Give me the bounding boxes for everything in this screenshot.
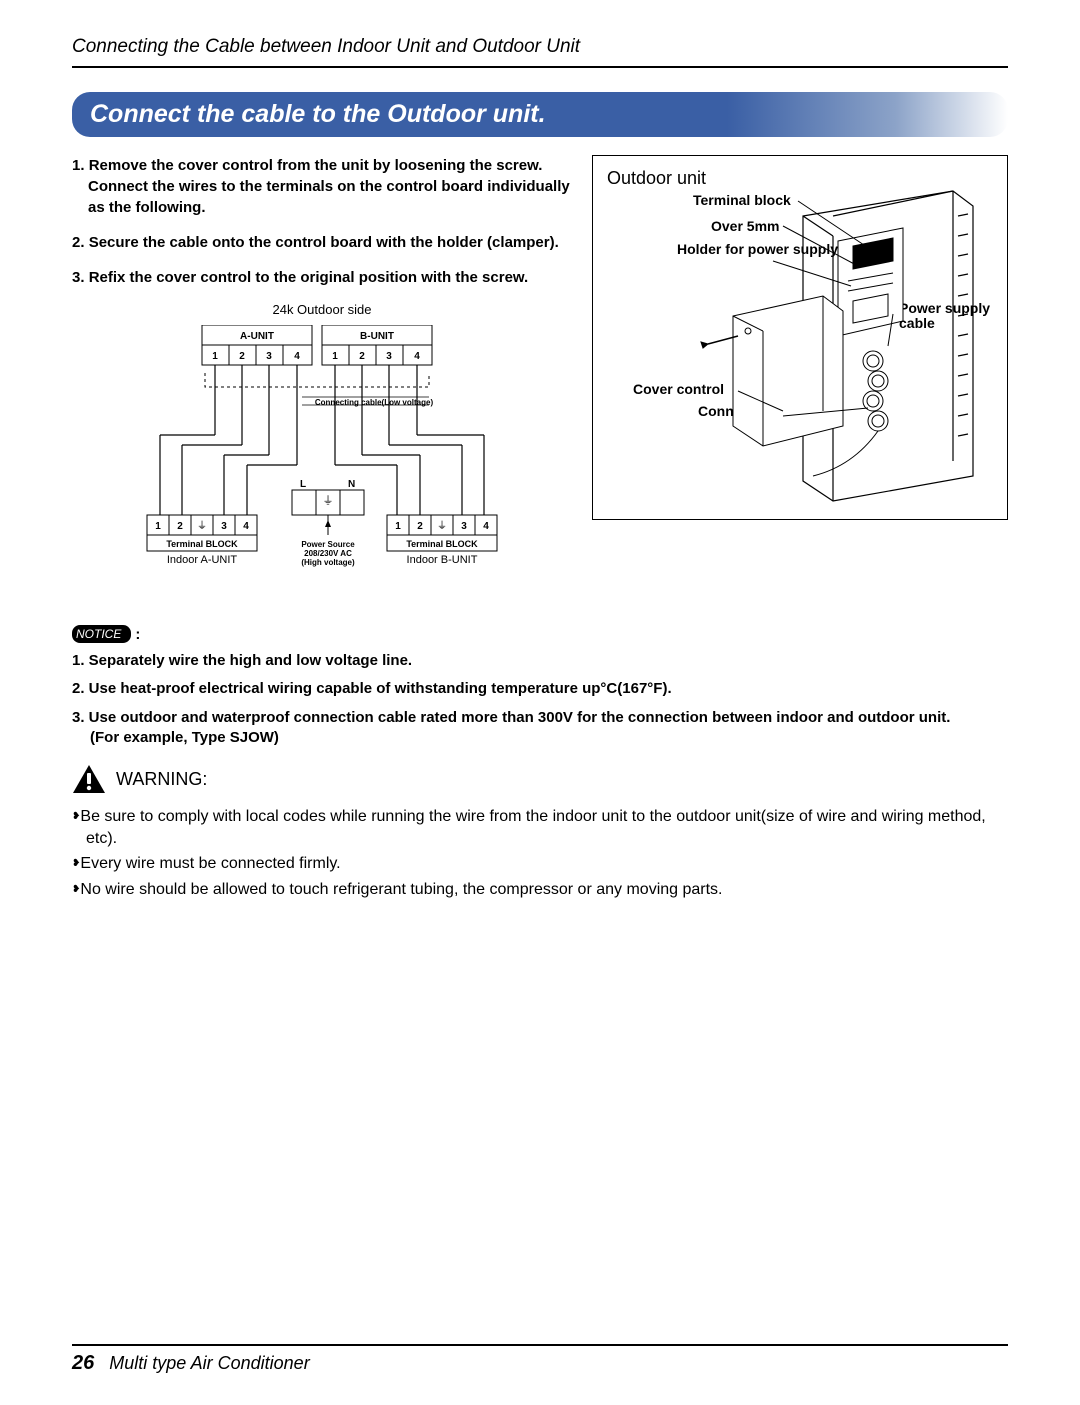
warning-icon xyxy=(72,764,106,794)
warning-row: WARNING: xyxy=(72,764,1008,794)
step-num: 2. xyxy=(72,234,85,251)
bullet-icon: ❥ xyxy=(72,884,80,895)
steps-column: 1. Remove the cover control from the uni… xyxy=(72,155,572,575)
top-cols-b: 1 2 3 4 xyxy=(322,345,432,365)
svg-text:(High voltage): (High voltage) xyxy=(301,558,355,567)
warning-label: WARNING: xyxy=(116,769,207,790)
header-title: Connecting the Cable between Indoor Unit… xyxy=(72,36,1008,58)
svg-text:Terminal BLOCK: Terminal BLOCK xyxy=(166,539,238,549)
outdoor-unit-diagram: Outdoor unit Terminal block Over 5mm Hol… xyxy=(592,155,1008,520)
notice-item-3-main: 3. Use outdoor and waterproof connection… xyxy=(72,709,950,726)
b-unit-label: B-UNIT xyxy=(360,331,394,342)
notice-item-2: 2. Use heat-proof electrical wiring capa… xyxy=(72,679,1008,699)
svg-text:2: 2 xyxy=(177,521,183,532)
bullet-text: No wire should be allowed to touch refri… xyxy=(80,881,722,898)
svg-text:1: 1 xyxy=(395,521,401,532)
svg-text:⏚: ⏚ xyxy=(323,494,334,507)
bullet-icon: ❥ xyxy=(72,858,80,869)
a-unit-label: A-UNIT xyxy=(240,331,274,342)
bullet-text: Be sure to comply with local codes while… xyxy=(80,808,985,847)
conn-low-label: Connecting cable(Low voltage) xyxy=(315,398,434,407)
svg-text:Indoor B-UNIT: Indoor B-UNIT xyxy=(407,554,478,566)
bullet-1: ❥Be sure to comply with local codes whil… xyxy=(72,806,1008,849)
svg-text:4: 4 xyxy=(483,521,489,532)
svg-text:208/230V AC: 208/230V AC xyxy=(304,549,352,558)
notice-row: NOTICE : xyxy=(72,625,1008,643)
svg-text:3: 3 xyxy=(221,521,227,532)
step-2: 2. Secure the cable onto the control boa… xyxy=(72,232,572,253)
step-3: 3. Refix the cover control to the origin… xyxy=(72,267,572,288)
footer-rule xyxy=(72,1344,1008,1346)
bullet-2: ❥Every wire must be connected firmly. xyxy=(72,853,1008,875)
svg-text:2: 2 xyxy=(359,351,365,362)
svg-text:3: 3 xyxy=(461,521,467,532)
diagram-caption: 24k Outdoor side xyxy=(72,302,572,317)
svg-text:3: 3 xyxy=(266,351,272,362)
footer: 26 Multi type Air Conditioner xyxy=(72,1344,1008,1375)
svg-text:⏚: ⏚ xyxy=(437,520,447,532)
footer-page: 26 xyxy=(72,1352,94,1374)
svg-text:3: 3 xyxy=(386,351,392,362)
svg-text:⏚: ⏚ xyxy=(197,520,207,532)
svg-text:4: 4 xyxy=(294,351,300,362)
header-rule xyxy=(72,66,1008,68)
bullet-text: Every wire must be connected firmly. xyxy=(80,855,340,872)
svg-text:N: N xyxy=(348,479,355,490)
bottom-right-terminal: 1 2 ⏚ 3 4 Terminal BLOCK Indoor B-UNIT xyxy=(387,515,497,566)
wiring-diagram: 24k Outdoor side A-UNIT B-UNIT 1 2 3 4 1… xyxy=(72,302,572,575)
svg-text:Terminal BLOCK: Terminal BLOCK xyxy=(406,539,478,549)
svg-text:4: 4 xyxy=(414,351,420,362)
svg-text:Power Source: Power Source xyxy=(301,540,355,549)
notice-colon: : xyxy=(135,626,140,643)
top-cols-a: 1 2 3 4 xyxy=(202,345,312,365)
svg-text:1: 1 xyxy=(332,351,338,362)
step-num: 1. xyxy=(72,157,85,174)
step-text: Secure the cable onto the control board … xyxy=(89,234,559,251)
step-text: Refix the cover control to the original … xyxy=(89,269,529,286)
svg-text:2: 2 xyxy=(417,521,423,532)
outdoor-svg xyxy=(593,166,993,506)
footer-text: Multi type Air Conditioner xyxy=(109,1353,309,1373)
svg-text:1: 1 xyxy=(155,521,161,532)
svg-text:Indoor A-UNIT: Indoor A-UNIT xyxy=(167,554,238,566)
section-banner-text: Connect the cable to the Outdoor unit. xyxy=(90,100,546,128)
notice-item-1: 1. Separately wire the high and low volt… xyxy=(72,651,1008,671)
svg-text:4: 4 xyxy=(243,521,249,532)
step-sub: Connect the wires to the terminals on th… xyxy=(88,176,572,218)
notice-badge: NOTICE xyxy=(72,625,131,643)
svg-text:L: L xyxy=(300,479,306,490)
step-1: 1. Remove the cover control from the uni… xyxy=(72,155,572,218)
bullet-3: ❥No wire should be allowed to touch refr… xyxy=(72,879,1008,901)
bullet-icon: ❥ xyxy=(72,811,80,822)
notice-item-3-sub: (For example, Type SJOW) xyxy=(90,728,1008,748)
svg-text:2: 2 xyxy=(239,351,245,362)
step-text: Remove the cover control from the unit b… xyxy=(89,157,543,174)
step-num: 3. xyxy=(72,269,85,286)
bottom-left-terminal: 1 2 ⏚ 3 4 Terminal BLOCK Indoor A-UNIT xyxy=(147,515,257,566)
svg-text:1: 1 xyxy=(212,351,218,362)
wiring-svg: A-UNIT B-UNIT 1 2 3 4 1 2 3 4 Co xyxy=(142,325,502,575)
section-banner: Connect the cable to the Outdoor unit. xyxy=(72,92,1008,137)
notice-item-3: 3. Use outdoor and waterproof connection… xyxy=(72,708,1008,749)
